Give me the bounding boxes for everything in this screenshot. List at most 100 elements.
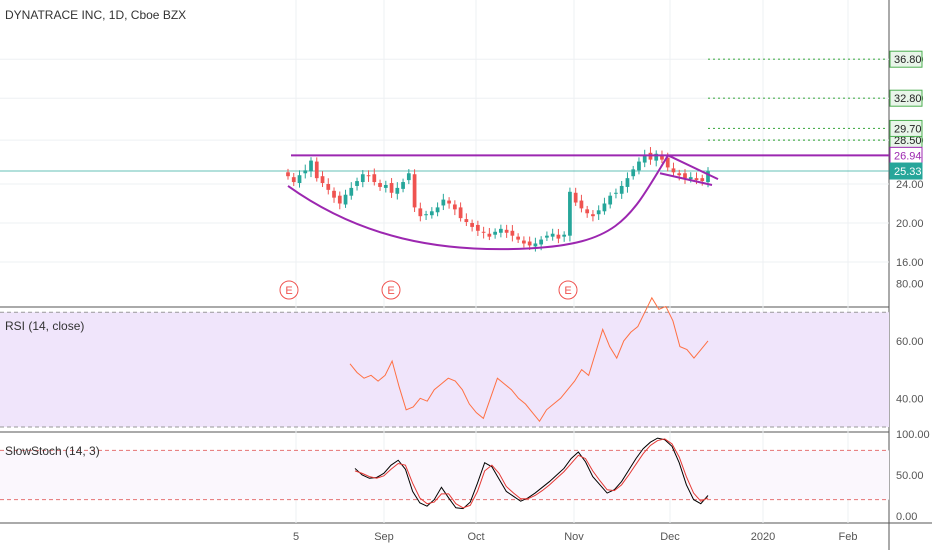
candle-body[interactable] [688, 177, 693, 180]
candle-body[interactable] [568, 191, 572, 236]
candle-body[interactable] [378, 183, 382, 187]
candle-body[interactable] [579, 200, 584, 209]
candle-body[interactable] [516, 236, 521, 240]
candle-body[interactable] [625, 178, 630, 187]
candle-body[interactable] [332, 190, 336, 198]
candle-body[interactable] [464, 219, 469, 223]
candle-body[interactable] [452, 204, 457, 210]
candle-body[interactable] [401, 182, 405, 189]
candle-body[interactable] [493, 231, 497, 235]
candle-body[interactable] [424, 214, 428, 216]
candle-body[interactable] [591, 214, 595, 217]
x-tick-label: Nov [564, 531, 584, 543]
axes: 5 Sep Oct Nov Dec 2020 Feb 16.00 20.00 24.00 28.50… [293, 50, 930, 543]
candle-body[interactable] [631, 169, 636, 177]
candle-body[interactable] [286, 172, 290, 177]
cup-curve[interactable] [287, 154, 669, 251]
candle-body[interactable] [550, 233, 555, 237]
earnings-marker[interactable] [381, 280, 401, 300]
rsi-tick-label: 80.00 [896, 279, 924, 291]
candle-body[interactable] [665, 157, 670, 168]
rsi-line[interactable] [349, 296, 709, 423]
candle-body[interactable] [585, 209, 590, 214]
candle-body[interactable] [429, 211, 434, 216]
candle-body[interactable] [355, 181, 359, 186]
candle-body[interactable] [602, 203, 607, 212]
candle-body[interactable] [683, 173, 687, 179]
target-tag [889, 89, 923, 107]
candle-body[interactable] [619, 185, 624, 194]
candle-body[interactable] [435, 207, 440, 213]
candle-body[interactable] [458, 207, 463, 219]
candle-body[interactable] [475, 224, 480, 231]
candle-body[interactable] [539, 239, 544, 245]
grid [0, 0, 889, 523]
candle-body[interactable] [504, 229, 509, 233]
candle-body[interactable] [343, 194, 348, 205]
candle-body[interactable] [614, 192, 618, 194]
stoch-tick-label: 0.00 [896, 511, 917, 523]
candle-body[interactable] [671, 168, 676, 173]
candle-body[interactable] [303, 170, 308, 174]
candle-body[interactable] [309, 160, 313, 172]
candle-body[interactable] [562, 234, 567, 237]
target-tag-label: 32.80 [894, 93, 922, 105]
candle-body[interactable] [608, 195, 613, 205]
candle-body[interactable] [533, 243, 538, 247]
target-tag-label: 29.70 [894, 123, 922, 135]
candle-body[interactable] [320, 176, 325, 184]
candle-body[interactable] [297, 175, 302, 184]
candle-body[interactable] [372, 174, 377, 183]
stoch-legend: SlowStoch (14, 3) [5, 444, 100, 458]
candle-body[interactable] [637, 161, 641, 171]
candle-body[interactable] [447, 200, 451, 204]
handle-upper-line[interactable] [667, 154, 719, 181]
candle-body[interactable] [573, 192, 578, 203]
rsi-pane[interactable] [0, 296, 889, 428]
candle-body[interactable] [694, 178, 699, 181]
candle-body[interactable] [654, 153, 659, 161]
candle-body[interactable] [487, 233, 492, 237]
candle-body[interactable] [470, 223, 474, 227]
candle-body[interactable] [522, 240, 526, 244]
last-price-tag [889, 162, 923, 180]
candle-body[interactable] [291, 177, 296, 183]
candle-body[interactable] [510, 230, 515, 236]
candle-body[interactable] [412, 174, 417, 208]
earnings-marker-label: E [387, 285, 394, 297]
candle-body[interactable] [527, 241, 532, 246]
stoch-k-line[interactable] [354, 437, 709, 510]
candle-body[interactable] [545, 235, 549, 238]
candle-body[interactable] [349, 187, 354, 196]
candle-body[interactable] [706, 171, 710, 183]
candle-body[interactable] [337, 195, 342, 204]
slowstoch-pane[interactable] [0, 437, 889, 510]
earnings-marker[interactable] [558, 280, 578, 300]
x-tick-label: Oct [467, 531, 484, 543]
candle-body[interactable] [395, 187, 400, 194]
candle-body[interactable] [596, 210, 601, 215]
candle-body[interactable] [642, 154, 647, 163]
stoch-d-line[interactable] [354, 438, 709, 509]
candle-body[interactable] [389, 183, 394, 193]
earnings-marker[interactable] [279, 280, 299, 300]
candle-body[interactable] [556, 234, 561, 239]
candle-body[interactable] [499, 228, 503, 233]
candle-body[interactable] [441, 199, 446, 206]
rsi-legend: RSI (14, close) [5, 319, 84, 333]
stoch-tick-label: 100.00 [896, 429, 930, 441]
handle-lower-line[interactable] [659, 172, 713, 186]
candle-body[interactable] [383, 184, 388, 188]
candle-body[interactable] [406, 173, 411, 181]
candle-body[interactable] [418, 208, 423, 217]
candle-body[interactable] [660, 154, 664, 160]
candle-body[interactable] [366, 175, 371, 177]
candle-body[interactable] [360, 174, 365, 183]
candle-body[interactable] [326, 184, 331, 190]
candle-body[interactable] [677, 173, 682, 176]
candle-body[interactable] [314, 161, 319, 179]
candle-body[interactable] [700, 178, 705, 182]
candle-body[interactable] [481, 231, 486, 233]
